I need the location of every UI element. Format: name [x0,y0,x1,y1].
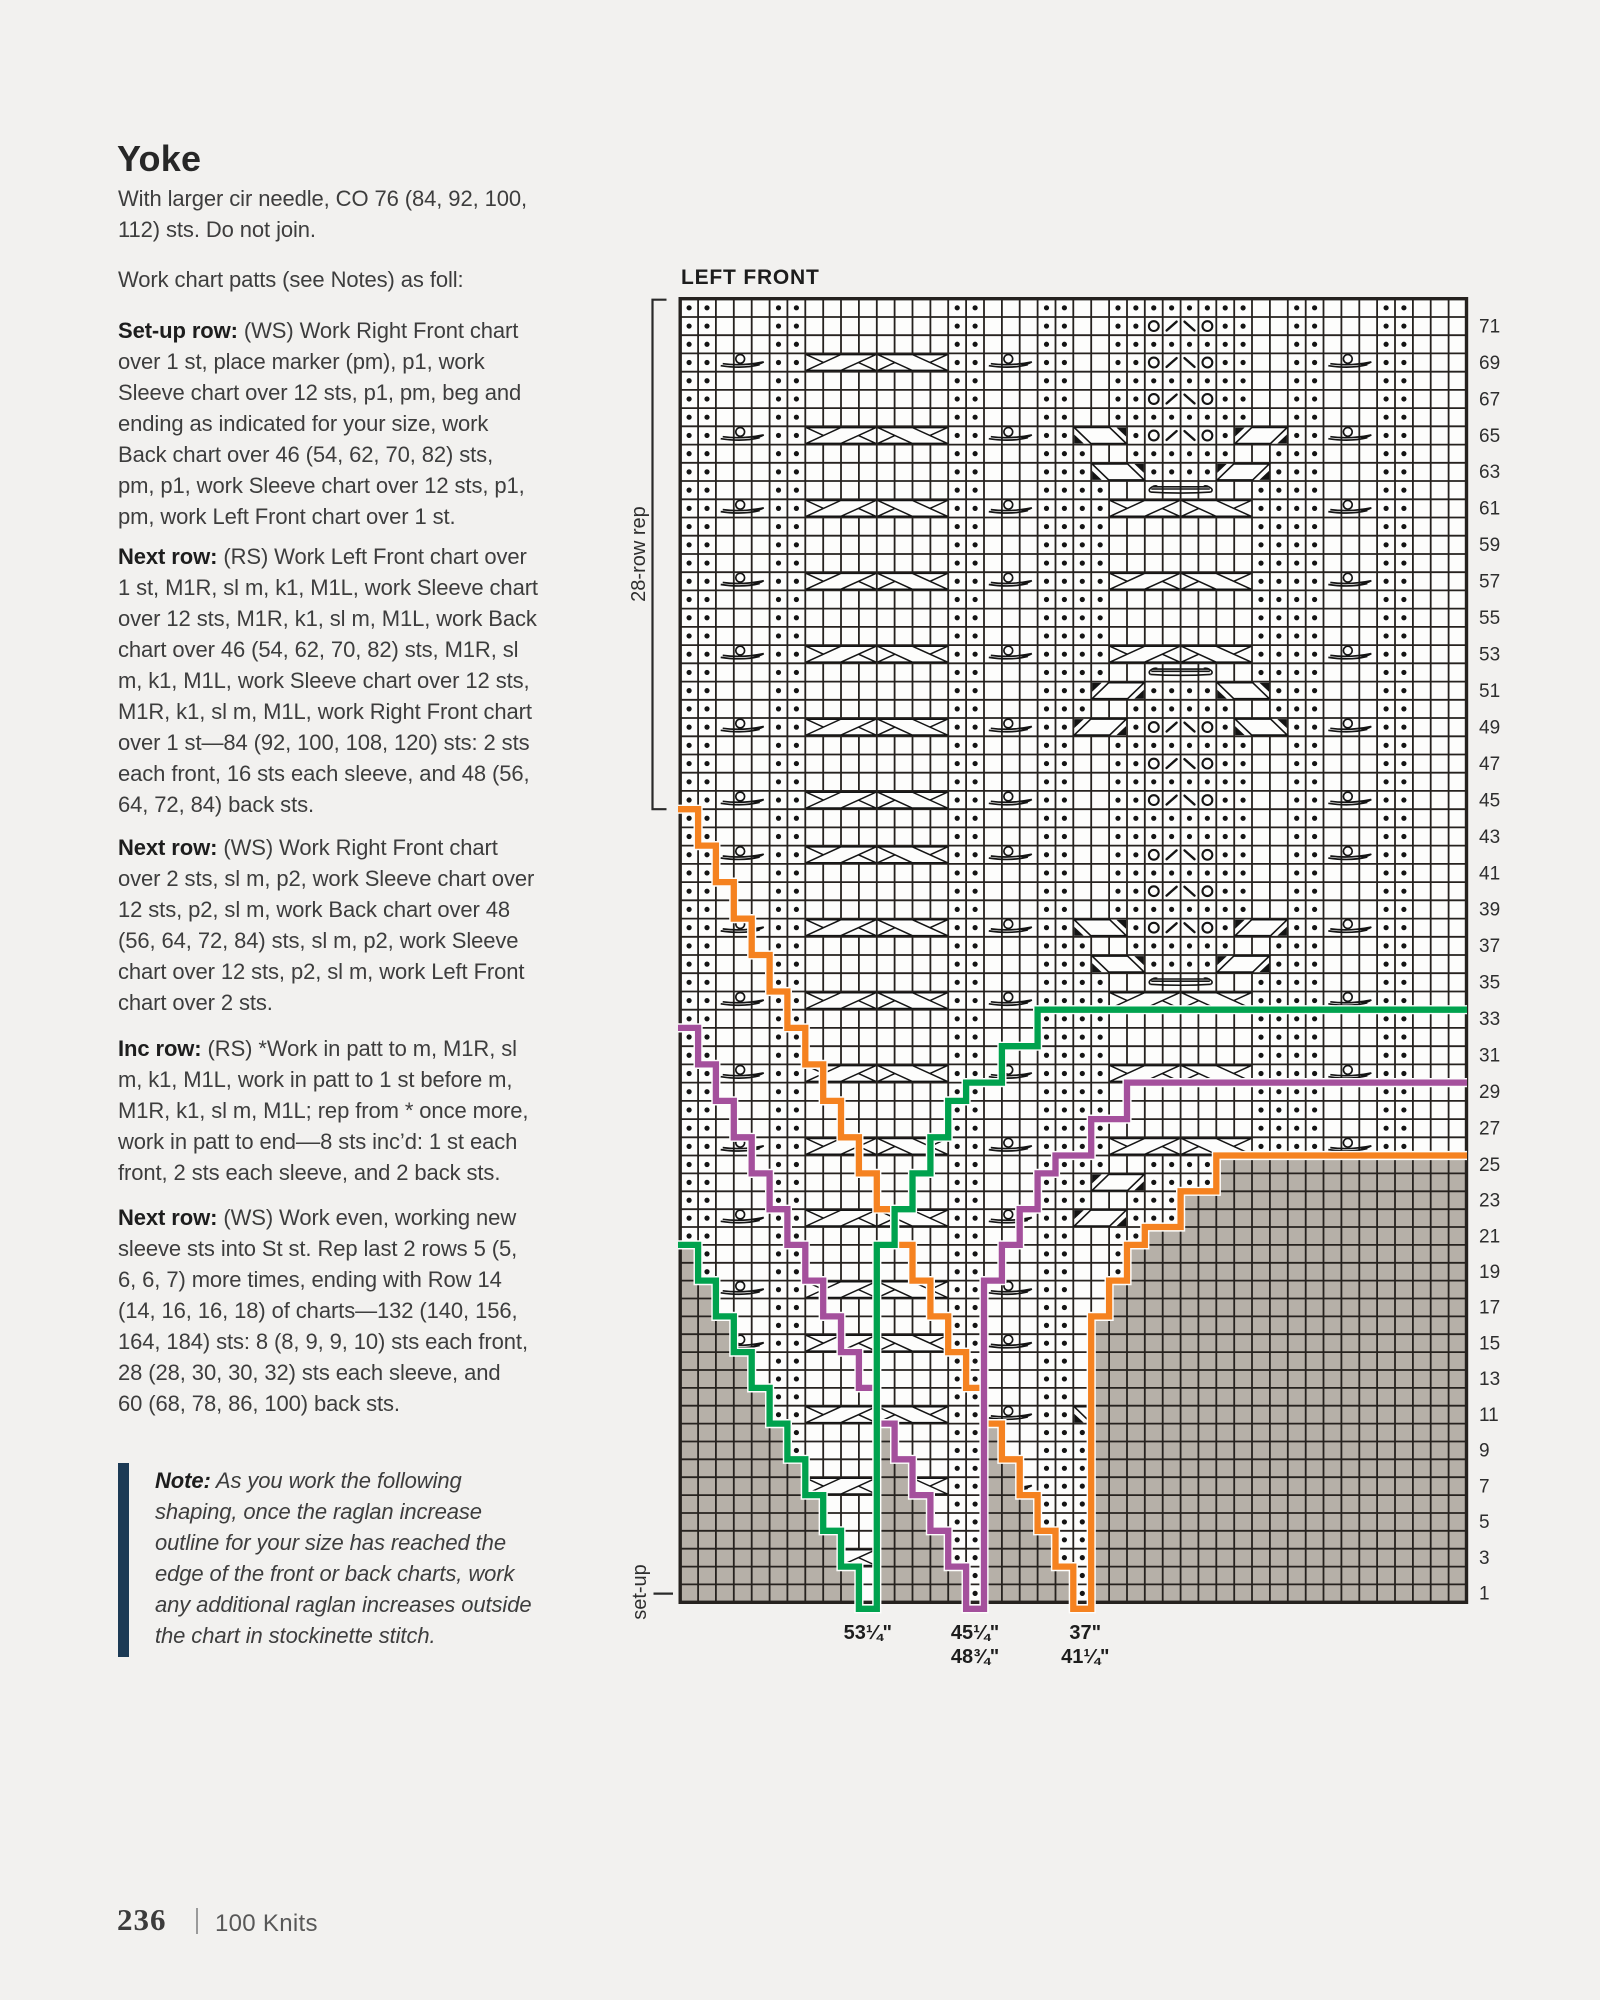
svg-text:53¼": 53¼" [844,1622,892,1644]
svg-text:13: 13 [1479,1369,1500,1390]
svg-text:67: 67 [1479,389,1500,410]
svg-text:53: 53 [1479,645,1500,666]
svg-text:71: 71 [1479,316,1500,337]
svg-text:5: 5 [1479,1512,1490,1533]
svg-text:19: 19 [1479,1262,1500,1283]
svg-text:61: 61 [1479,499,1500,520]
svg-text:21: 21 [1479,1226,1500,1247]
svg-text:29: 29 [1479,1082,1500,1103]
svg-text:27: 27 [1479,1119,1500,1140]
svg-text:1: 1 [1479,1584,1490,1605]
svg-text:35: 35 [1479,973,1500,994]
svg-text:37": 37" [1069,1622,1101,1644]
svg-text:23: 23 [1479,1191,1500,1212]
svg-text:17: 17 [1479,1298,1500,1319]
svg-text:47: 47 [1479,754,1500,775]
svg-text:45: 45 [1479,790,1500,811]
svg-text:11: 11 [1479,1405,1499,1426]
svg-text:65: 65 [1479,426,1500,447]
svg-text:15: 15 [1479,1334,1500,1355]
svg-text:7: 7 [1479,1476,1490,1497]
svg-text:55: 55 [1479,608,1500,629]
svg-text:69: 69 [1479,353,1500,374]
svg-text:25: 25 [1479,1155,1500,1176]
svg-text:43: 43 [1479,827,1500,848]
svg-text:48¾": 48¾" [951,1646,999,1668]
svg-text:3: 3 [1479,1548,1490,1569]
svg-text:9: 9 [1479,1441,1490,1462]
svg-text:63: 63 [1479,462,1500,483]
svg-text:41¼": 41¼" [1061,1646,1109,1668]
svg-text:31: 31 [1479,1046,1500,1067]
svg-text:57: 57 [1479,572,1500,593]
svg-text:41: 41 [1479,863,1500,884]
svg-text:33: 33 [1479,1009,1500,1030]
svg-text:59: 59 [1479,535,1500,556]
svg-text:45¼": 45¼" [951,1622,999,1644]
svg-text:49: 49 [1479,717,1500,738]
svg-text:LEFT FRONT: LEFT FRONT [681,266,820,289]
svg-text:39: 39 [1479,900,1500,921]
svg-text:51: 51 [1479,681,1500,702]
svg-text:28-row rep: 28-row rep [628,506,650,602]
svg-text:set-up: set-up [629,1564,651,1620]
svg-text:37: 37 [1479,936,1500,957]
